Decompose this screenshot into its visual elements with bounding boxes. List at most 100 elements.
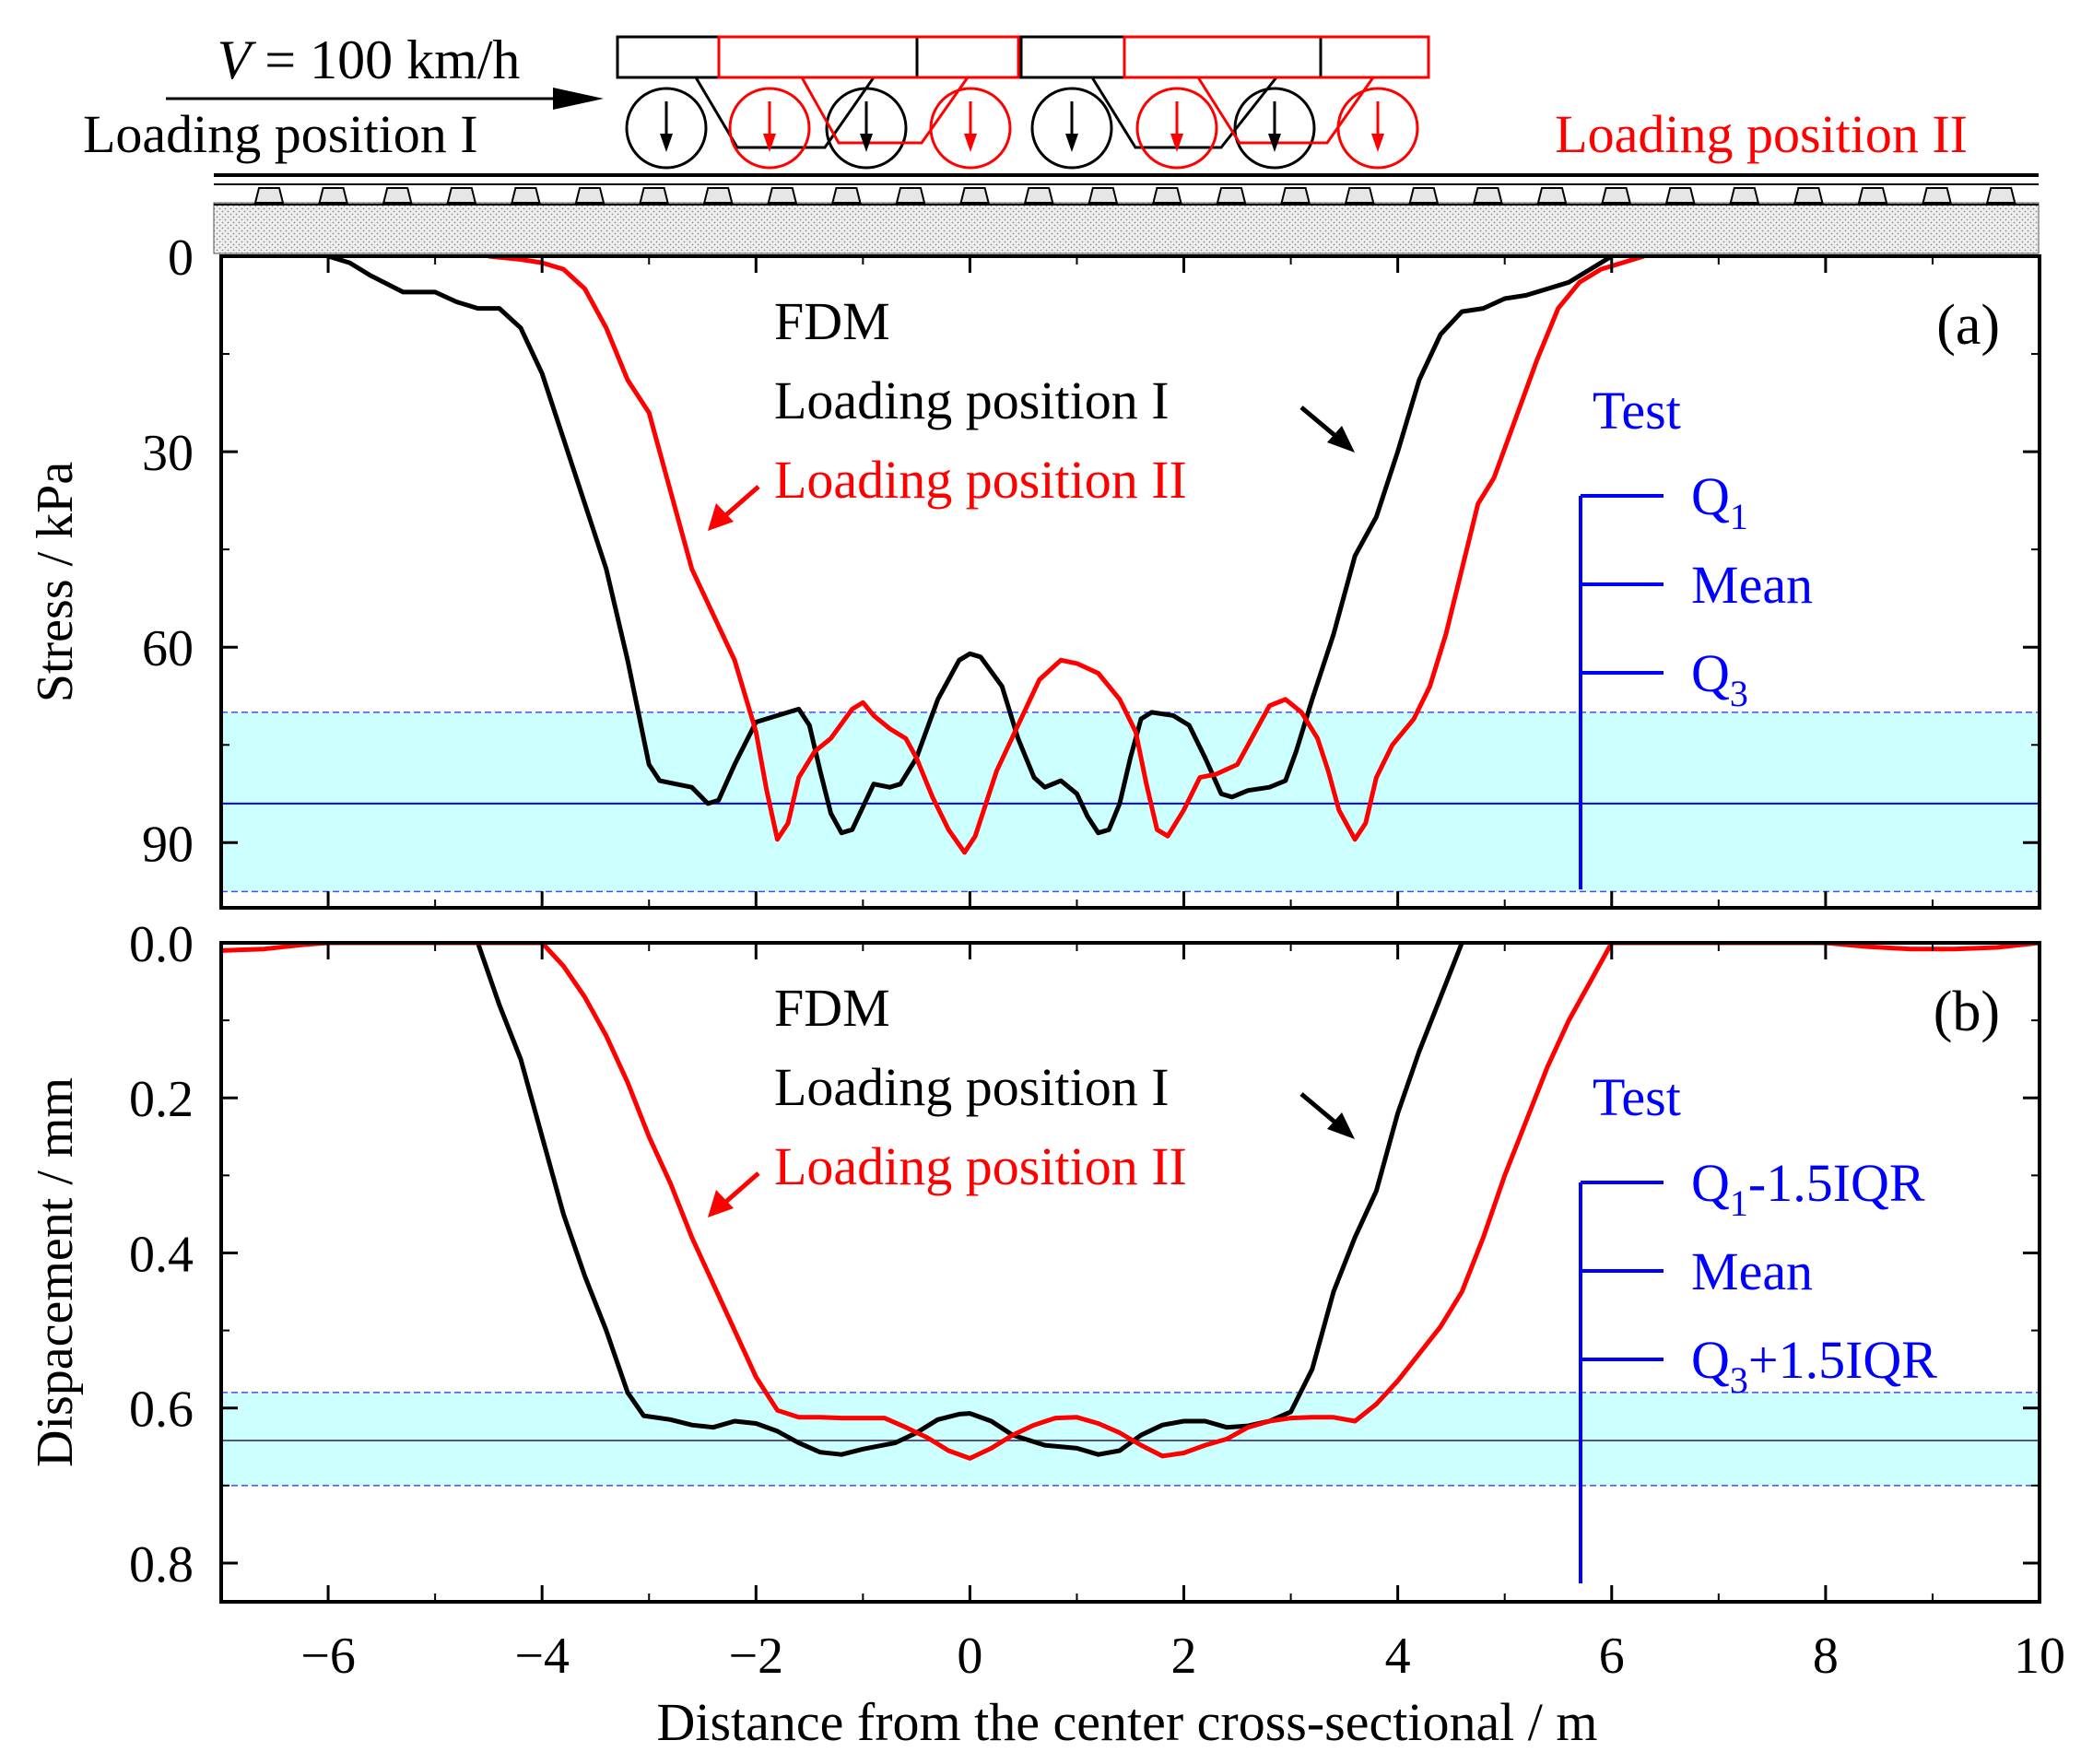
sleeper: [1216, 187, 1247, 204]
sleeper: [1408, 187, 1440, 204]
x-axis: −6 −4 −2 0 2 4 6 8 10: [300, 1628, 2065, 1685]
sleeper: [511, 187, 541, 204]
pointer-arrowhead-position-I: [1327, 1112, 1355, 1139]
sleeper: [1088, 187, 1119, 204]
sleeper: [639, 187, 669, 204]
load-arrow-head: [763, 134, 776, 152]
bogie-connector-II-right: [1196, 76, 1375, 145]
wheel-I-3: [1030, 87, 1113, 170]
x-tick-label: 4: [1385, 1628, 1411, 1685]
speed-label: V = 100 km/h: [218, 29, 521, 90]
x-tick-label: 8: [1813, 1628, 1839, 1685]
pointer-arrowhead-position-II: [708, 503, 734, 531]
x-axis-label: Distance from the center cross-sectional…: [656, 1692, 1597, 1752]
y-tick-label: 0: [168, 229, 194, 287]
x-tick-label: 10: [2014, 1628, 2065, 1685]
load-arrow-head: [660, 134, 673, 152]
wheel-I-1: [625, 87, 708, 170]
series-group: [327, 256, 1645, 855]
x-tick-label: 2: [1171, 1628, 1197, 1685]
legend-item-subscript: 1: [1730, 496, 1748, 537]
y-tick-label: 30: [142, 425, 194, 482]
sleeper: [1152, 187, 1182, 204]
series-line-position-I: [327, 256, 1614, 836]
y-tick-label: 0.8: [129, 1536, 194, 1593]
load-arrow-head: [1170, 134, 1183, 152]
loading-position-II-label: Loading position II: [1555, 104, 1968, 164]
load-arrow-head: [964, 134, 977, 152]
pointer-arrow-position-II: [720, 485, 760, 521]
sleeper: [1729, 187, 1760, 204]
wheel-II-1: [728, 87, 811, 170]
legend-title: Test: [1593, 1067, 1681, 1127]
sleeper: [574, 187, 605, 204]
sleeper: [382, 187, 413, 204]
series-line-position-I: [476, 943, 1464, 1457]
sleeper: [1922, 187, 1952, 204]
legend-title: Test: [1593, 381, 1681, 441]
legend-item-1: Q1: [1691, 466, 1748, 537]
legend-item-tail: +1.5IQR: [1748, 1330, 1937, 1390]
y-tick-label: 0.6: [129, 1382, 194, 1439]
vehicle-position-II: [717, 35, 1430, 170]
wheel-I-4: [1233, 87, 1316, 170]
legend-item-1: Q1-1.5IQR: [1691, 1153, 1925, 1224]
sleeper: [767, 187, 798, 204]
car-body-II-right: [1123, 35, 1430, 79]
series-label-position-I: Loading position I: [774, 370, 1170, 430]
sleeper: [318, 187, 348, 204]
bogie-connector-II-left: [800, 76, 970, 145]
wheel-II-4: [1336, 87, 1419, 170]
direction-arrow-head: [553, 88, 604, 110]
wheel-II-3: [1135, 87, 1218, 170]
x-tick-label: −6: [300, 1628, 356, 1685]
sleeper: [1601, 187, 1631, 204]
sleeper: [831, 187, 862, 204]
legend-item-tail: -1.5IQR: [1748, 1153, 1925, 1213]
series-group: [221, 943, 2040, 1461]
load-arrow-head: [860, 134, 873, 152]
method-label: FDM: [774, 291, 890, 351]
x-tick-label: 6: [1599, 1628, 1625, 1685]
x-tick-label: −4: [514, 1628, 570, 1685]
legend-item-subscript: 3: [1730, 673, 1748, 714]
plot-frame: [219, 254, 2041, 910]
legend-item-subscript: 3: [1730, 1359, 1748, 1401]
sleeper: [1985, 187, 2016, 204]
legend-item-2: Mean: [1691, 1241, 1813, 1301]
sleeper: [895, 187, 926, 204]
series-label-position-II: Loading position II: [774, 1136, 1187, 1196]
y-axis-label: Dispacement / mm: [27, 1077, 84, 1467]
sleeper: [1664, 187, 1696, 204]
series-label-position-I: Loading position I: [774, 1057, 1170, 1117]
series-line-position-II: [221, 943, 2040, 1461]
sleeper: [959, 187, 990, 204]
car-body-II-left: [717, 35, 1020, 79]
series-label-position-II: Loading position II: [774, 450, 1187, 510]
y-tick-label: 0.0: [129, 916, 194, 973]
sleeper: [253, 187, 285, 204]
load-arrow-head: [1268, 134, 1281, 152]
test-iqr-band: [221, 711, 2040, 892]
legend-item-3: Q3+1.5IQR: [1691, 1330, 1937, 1401]
panel-a-stress: 0 30 60 90 Stress / kPa (a) FDM Loading positio…: [27, 229, 2041, 910]
sleepers: [253, 187, 2016, 204]
sleeper: [1793, 187, 1824, 204]
legend-item-main: Mean: [1691, 1241, 1813, 1301]
track-schematic: V = 100 km/h Loading position I Loading …: [83, 29, 2040, 254]
y-tick-label: 0.4: [129, 1226, 194, 1283]
x-tick-label: 0: [957, 1628, 982, 1685]
pointer-arrowhead-position-II: [708, 1190, 734, 1217]
legend-item-3: Q3: [1691, 643, 1748, 714]
method-label: FDM: [774, 978, 890, 1038]
load-arrow-head: [1065, 134, 1078, 152]
sleeper: [1857, 187, 1888, 204]
panel-label: (a): [1936, 294, 2000, 357]
legend-item-main: Mean: [1691, 555, 1813, 615]
load-arrow-head: [1371, 134, 1384, 152]
y-tick-label: 0.2: [129, 1071, 194, 1128]
pointer-arrowhead-position-I: [1327, 426, 1355, 453]
sleeper: [702, 187, 734, 204]
wheel-load-arrows: [660, 101, 1384, 152]
